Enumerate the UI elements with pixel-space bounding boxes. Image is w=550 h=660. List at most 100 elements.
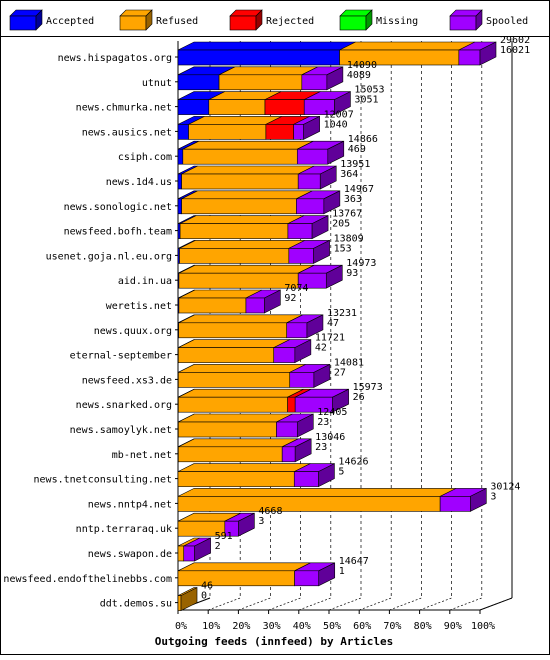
bar-row: [177, 363, 331, 388]
legend-item-missing: Missing: [339, 9, 418, 31]
bar-front: [264, 99, 305, 115]
bar-front: [208, 99, 266, 115]
total-label: 14967: [344, 184, 374, 195]
bar-front: [301, 74, 328, 91]
bar-side: [296, 413, 314, 438]
accepted-label: 363: [344, 194, 362, 205]
bar-top: [179, 240, 305, 249]
bar-row: [177, 487, 487, 512]
bar-front: [288, 248, 314, 264]
bar-segment-spooled: [297, 264, 343, 289]
legend-label: Missing: [376, 16, 418, 27]
x-tick-label: 20%: [232, 621, 250, 632]
bar-top: [178, 388, 304, 398]
floor-line: [238, 597, 271, 611]
legend-swatch: [339, 15, 367, 31]
bar-front: [276, 421, 298, 438]
accepted-label: 4089: [347, 70, 371, 81]
floor-right-edge: [479, 597, 513, 611]
legend-item-rejected: Rejected: [229, 9, 314, 31]
total-label: 15973: [353, 382, 383, 393]
accepted-label: 1040: [324, 119, 348, 130]
legend-swatch: [119, 15, 147, 31]
category-label: eternal-september: [70, 351, 172, 362]
bar-top: [339, 41, 475, 51]
bar-top: [179, 215, 305, 224]
total-label: 13951: [340, 159, 370, 170]
bar-segment-refused: [181, 190, 313, 215]
accepted-label: 153: [334, 243, 352, 254]
bar-top: [218, 66, 318, 76]
bar-top: [177, 41, 356, 51]
bar-segment-spooled: [276, 413, 314, 438]
total-label: 29602: [500, 35, 530, 46]
legend-item-accepted: Accepted: [9, 9, 94, 31]
legend-label: Accepted: [46, 16, 94, 27]
bar-row: [177, 587, 198, 612]
bar-segment-refused: [178, 388, 304, 413]
bar-front: [245, 297, 265, 314]
bar-front: [458, 49, 481, 66]
bar-front: [178, 446, 283, 463]
category-label: ddt.demos.su: [100, 599, 172, 610]
bar-front: [177, 173, 182, 190]
legend-item-refused: Refused: [119, 9, 198, 31]
bar-front: [183, 545, 195, 562]
bar-row: [177, 438, 312, 463]
bar-row: [177, 239, 330, 264]
floor-line: [359, 597, 392, 611]
bar-side: [325, 264, 343, 289]
legend-swatch-side: [475, 9, 483, 31]
legend-swatch: [449, 15, 477, 31]
legend-swatch-side: [35, 9, 43, 31]
bar-front: [439, 496, 471, 512]
legend-label: Rejected: [266, 16, 314, 27]
total-label: 13231: [327, 308, 357, 319]
bar-side: [180, 587, 198, 612]
accepted-label: 205: [332, 219, 350, 230]
bar-segment-accepted: [177, 41, 356, 66]
total-label: 30124: [490, 481, 520, 492]
x-tick-label: 100%: [471, 621, 495, 632]
bar-side: [323, 190, 341, 215]
bar-row: [177, 190, 341, 215]
bar-front: [273, 347, 296, 363]
bar-segment-accepted: [177, 165, 198, 190]
legend-swatch: [9, 15, 37, 31]
bar-front: [296, 198, 325, 215]
bar-top: [181, 165, 315, 175]
bar-front: [177, 124, 189, 140]
x-tick-label: 90%: [444, 621, 462, 632]
total-label: 14090: [347, 60, 377, 71]
bar-side: [194, 537, 211, 562]
x-tick-label: 80%: [414, 621, 432, 632]
floor-line: [208, 597, 241, 611]
bar-front: [297, 173, 321, 190]
category-label: news.samoylyk.net: [70, 425, 172, 436]
category-label: newsfeed.endofthelinebbs.com: [3, 574, 172, 585]
x-tick-label: 30%: [263, 621, 281, 632]
bar-front: [293, 124, 304, 140]
accepted-label: 92: [284, 293, 296, 304]
floor-line: [268, 597, 301, 611]
x-tick-label: 0%: [175, 621, 187, 632]
bar-segment-refused: [178, 339, 290, 363]
accepted-label: 469: [348, 144, 366, 155]
accepted-label: 23: [317, 417, 329, 428]
category-label: news.chmurka.net: [76, 103, 172, 114]
x-tick-label: 40%: [293, 621, 311, 632]
bar-row: [177, 165, 337, 190]
category-label: news.snarked.org: [76, 400, 172, 411]
bar-segment-spooled: [294, 388, 349, 413]
total-label: 14626: [338, 457, 368, 468]
bar-segment-refused: [208, 91, 282, 115]
bar-side: [303, 115, 320, 140]
category-label: utnut: [142, 78, 172, 89]
total-label: 14866: [348, 134, 378, 145]
category-label: newsfeed.xs3.de: [82, 375, 172, 386]
bar-row: [177, 562, 336, 587]
accepted-label: 1: [339, 566, 345, 577]
bar-front: [296, 148, 329, 165]
category-label: news.nntp4.net: [88, 499, 172, 510]
